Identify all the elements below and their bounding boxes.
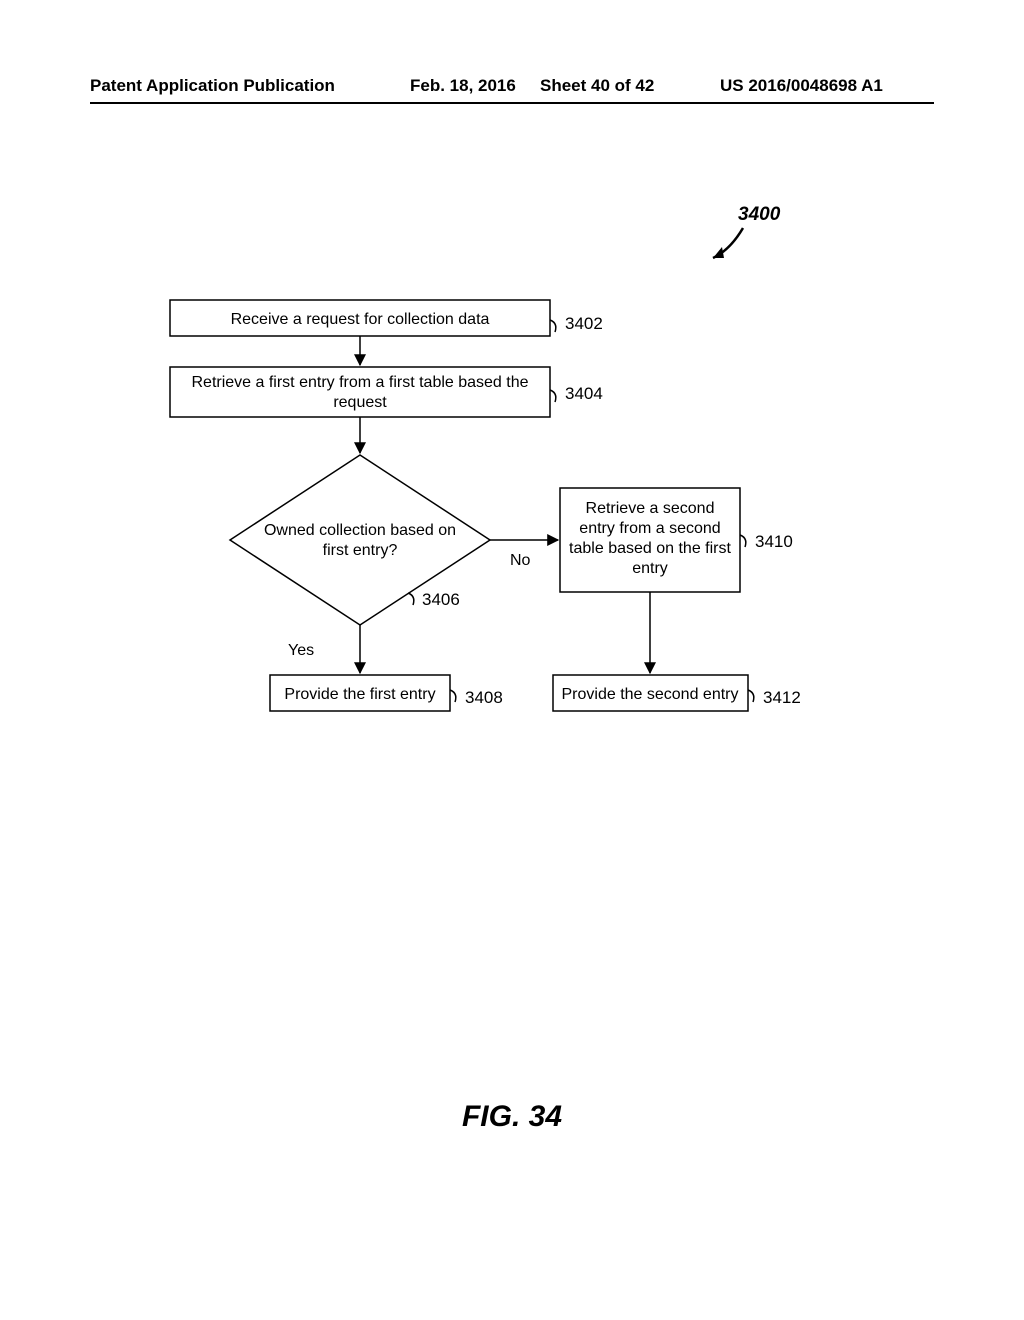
edge-no-label: No: [510, 552, 531, 569]
header-sheet: Sheet 40 of 42: [540, 76, 654, 96]
node-3402: Receive a request for collection data 34…: [170, 300, 603, 336]
node-3408-ref: 3408: [465, 688, 503, 707]
figure-ref-3400: 3400: [713, 204, 781, 258]
node-3410-text3: table based on the first: [569, 540, 731, 557]
decision-3406: Owned collection based on first entry? 3…: [230, 455, 490, 625]
node-3404: Retrieve a first entry from a first tabl…: [170, 367, 603, 417]
node-3402-ref: 3402: [565, 314, 603, 333]
node-3404-text1: Retrieve a first entry from a first tabl…: [191, 374, 528, 391]
node-3412-ref: 3412: [763, 688, 801, 707]
edge-yes: Yes: [288, 625, 360, 673]
edge-no: No: [490, 540, 558, 569]
node-3410-ref: 3410: [755, 532, 793, 551]
node-3408-text: Provide the first entry: [284, 686, 435, 703]
node-3402-text: Receive a request for collection data: [231, 311, 490, 328]
page: Patent Application Publication Feb. 18, …: [0, 0, 1024, 1320]
header-rule: [90, 102, 934, 104]
flowchart: 3400 Receive a request for collection da…: [90, 195, 934, 795]
decision-3406-text2: first entry?: [323, 542, 398, 559]
node-3404-ref: 3404: [565, 384, 603, 403]
node-3412-text: Provide the second entry: [562, 686, 739, 703]
node-3408: Provide the first entry 3408: [270, 675, 503, 711]
node-3410-text4: entry: [632, 560, 668, 577]
node-3404-text2: request: [333, 394, 387, 411]
node-3410: Retrieve a second entry from a second ta…: [560, 488, 793, 592]
figure-ref-label: 3400: [738, 204, 781, 225]
node-3410-text1: Retrieve a second: [586, 500, 715, 517]
header-mid: Feb. 18, 2016: [410, 76, 516, 96]
figure-caption: FIG. 34: [0, 1100, 1024, 1134]
node-3410-text2: entry from a second: [579, 520, 720, 537]
header-left: Patent Application Publication: [90, 76, 335, 96]
edge-yes-label: Yes: [288, 642, 314, 659]
decision-3406-ref: 3406: [422, 590, 460, 609]
header-right: US 2016/0048698 A1: [720, 76, 883, 96]
node-3412: Provide the second entry 3412: [553, 675, 801, 711]
decision-3406-text1: Owned collection based on: [264, 522, 456, 539]
